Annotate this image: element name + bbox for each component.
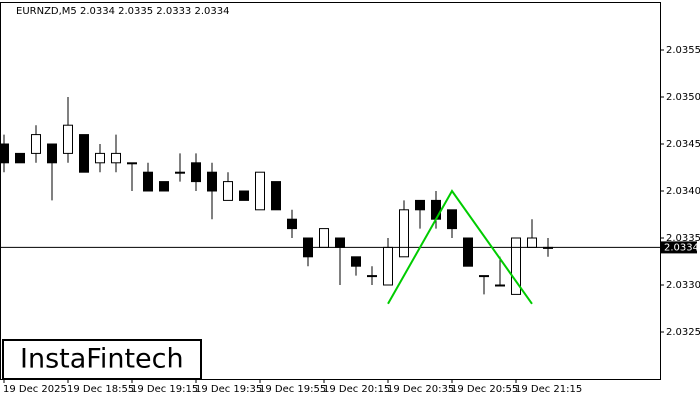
candle-body [223, 181, 233, 201]
candle-body [143, 171, 153, 192]
candle-body [431, 199, 441, 220]
y-tick-label: 2.0350 [666, 92, 700, 103]
candle-body [287, 218, 297, 230]
candle-body [447, 209, 457, 230]
candle-body [271, 181, 281, 211]
candle-body [367, 275, 377, 278]
candle-body [527, 237, 537, 248]
candle-body [463, 237, 473, 267]
candle-body [207, 171, 217, 192]
plot-frame [0, 2, 661, 380]
x-tick-label: 19 Dec 20:15 [323, 384, 390, 395]
candle-body [351, 256, 361, 267]
candle-body [511, 237, 521, 295]
candle-body [239, 190, 249, 201]
candle-body [0, 143, 9, 164]
logo: InstaFintech [20, 344, 184, 375]
y-tick-label: 2.0345 [666, 139, 700, 150]
candle-body [255, 171, 265, 211]
y-tick-label: 2.0335 [666, 233, 700, 244]
candle-body [159, 181, 169, 192]
current-price-label: 2.0334 [664, 242, 699, 253]
candle-body [63, 124, 73, 154]
current-price-box [661, 241, 697, 254]
candle-body [127, 162, 137, 165]
x-tick-label: 19 Dec 21:15 [515, 384, 582, 395]
y-tick-label: 2.0325 [666, 327, 700, 338]
x-tick-label: 19 Dec 2025 [3, 384, 67, 395]
candle-body [335, 237, 345, 248]
y-tick-label: 2.0340 [666, 186, 700, 197]
y-tick-label: 2.0330 [666, 280, 700, 291]
candle-body [79, 134, 89, 173]
candle-body [191, 162, 201, 183]
pattern-line [387, 189, 533, 305]
candle-body [479, 275, 489, 278]
x-tick-label: 19 Dec 20:55 [451, 384, 518, 395]
chart-title: EURNZD,M5 2.0334 2.0335 2.0333 2.0334 [16, 6, 229, 17]
candle-body [399, 209, 409, 258]
candle-body [47, 143, 57, 164]
x-tick-label: 19 Dec 19:35 [195, 384, 262, 395]
logo-box [2, 339, 202, 380]
candle-body [383, 246, 393, 286]
x-tick-label: 19 Dec 18:55 [67, 384, 134, 395]
candle-body [31, 134, 41, 154]
candle-body [95, 152, 105, 164]
x-tick-label: 19 Dec 19:15 [131, 384, 198, 395]
candle-body [111, 152, 121, 164]
x-tick-label: 19 Dec 19:55 [259, 384, 326, 395]
candle-body [415, 199, 425, 211]
candle-body [319, 228, 329, 248]
y-tick-label: 2.0355 [666, 45, 700, 56]
candle-body [495, 284, 505, 287]
candle-body [15, 152, 25, 164]
x-tick-label: 19 Dec 20:35 [387, 384, 454, 395]
candle-body [175, 171, 185, 174]
